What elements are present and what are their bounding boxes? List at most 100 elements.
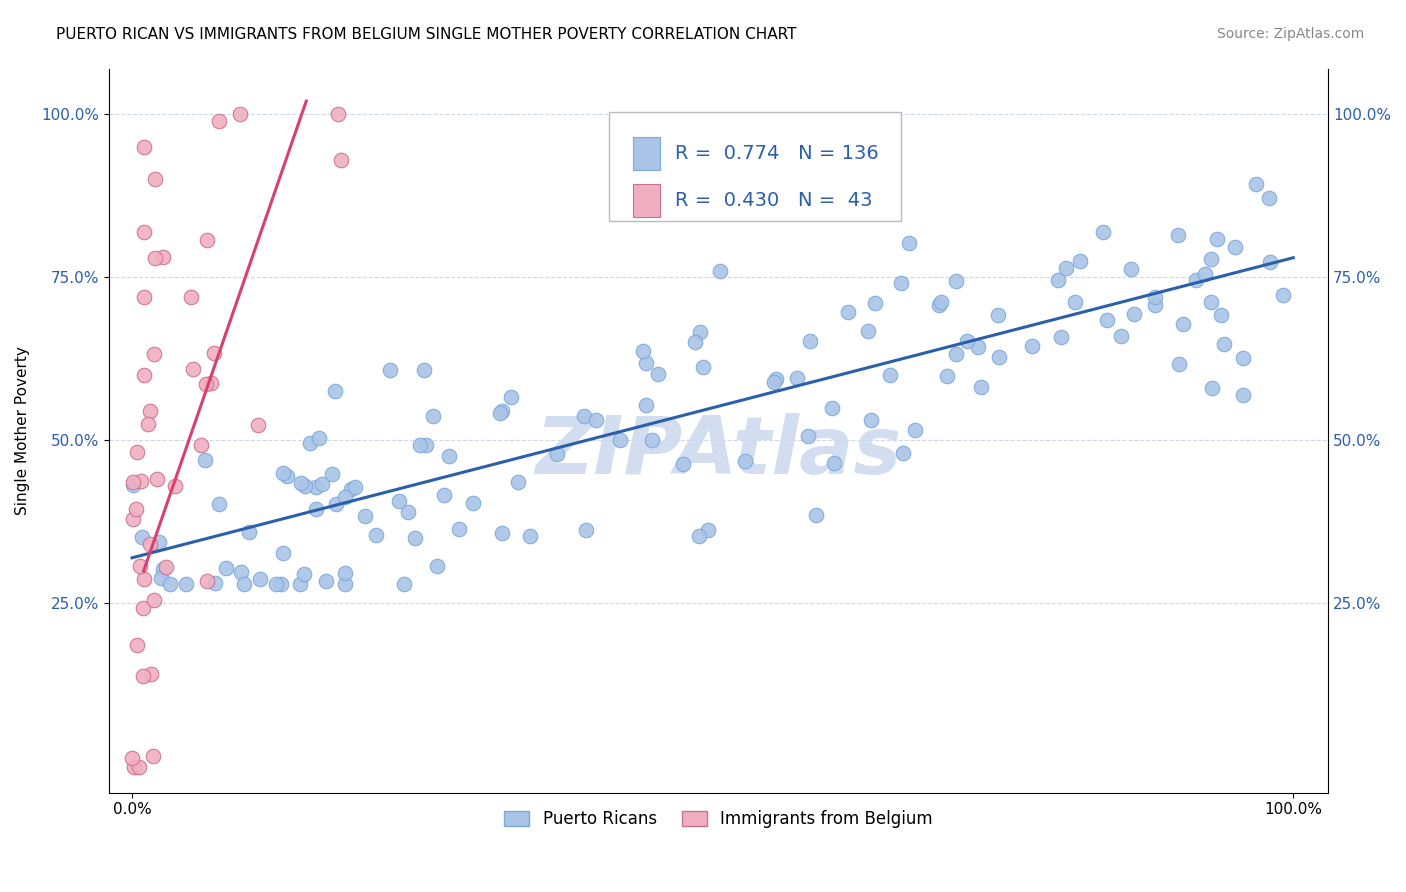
- Point: [392, 577, 415, 591]
- Point: [762, 376, 785, 390]
- Point: [508, 475, 530, 489]
- Point: [935, 369, 957, 384]
- Point: [249, 572, 271, 586]
- Point: [132, 290, 155, 304]
- Text: ZIPAtlas: ZIPAtlas: [536, 413, 901, 491]
- Text: R =  0.430   N =  43: R = 0.430 N = 43: [675, 191, 872, 211]
- Y-axis label: Single Mother Poverty: Single Mother Poverty: [15, 346, 30, 515]
- Point: [204, 575, 226, 590]
- Point: [422, 409, 444, 423]
- Point: [491, 525, 513, 540]
- Point: [125, 501, 148, 516]
- Point: [956, 334, 979, 348]
- Point: [122, 512, 145, 526]
- Point: [929, 295, 952, 310]
- Point: [634, 398, 657, 412]
- Point: [333, 490, 356, 504]
- Point: [121, 478, 143, 492]
- Point: [898, 236, 921, 251]
- Point: [640, 434, 662, 448]
- Point: [233, 577, 256, 591]
- Point: [797, 428, 820, 442]
- Point: [1054, 261, 1077, 276]
- Point: [647, 367, 669, 381]
- Point: [273, 546, 295, 560]
- Point: [1064, 295, 1087, 310]
- Point: [1201, 382, 1223, 396]
- Point: [208, 496, 231, 510]
- Point: [271, 467, 294, 481]
- Point: [315, 574, 337, 588]
- Point: [288, 577, 311, 591]
- Point: [132, 140, 155, 154]
- Point: [180, 290, 202, 304]
- Point: [804, 508, 827, 522]
- Point: [139, 537, 162, 551]
- Point: [969, 380, 991, 394]
- Point: [823, 456, 845, 470]
- Point: [125, 445, 148, 459]
- Point: [183, 361, 205, 376]
- Point: [1143, 290, 1166, 304]
- Point: [890, 276, 912, 290]
- Point: [270, 577, 292, 591]
- Point: [491, 404, 513, 418]
- Text: R =  0.774   N = 136: R = 0.774 N = 136: [675, 145, 879, 163]
- Point: [195, 574, 218, 588]
- Point: [799, 334, 821, 348]
- Point: [1209, 308, 1232, 322]
- Point: [1095, 313, 1118, 327]
- Point: [1092, 225, 1115, 239]
- Point: [1168, 357, 1191, 371]
- Point: [1199, 294, 1222, 309]
- Point: [159, 577, 181, 591]
- Point: [305, 480, 328, 494]
- Point: [146, 473, 169, 487]
- Point: [321, 467, 343, 481]
- Point: [696, 523, 718, 537]
- Point: [1225, 240, 1247, 254]
- Point: [294, 479, 316, 493]
- Point: [143, 172, 166, 186]
- Point: [820, 401, 842, 416]
- Point: [631, 344, 654, 359]
- Point: [142, 592, 165, 607]
- Point: [1199, 252, 1222, 267]
- Text: Source: ZipAtlas.com: Source: ZipAtlas.com: [1216, 27, 1364, 41]
- Point: [276, 469, 298, 483]
- Point: [163, 479, 186, 493]
- Point: [333, 566, 356, 580]
- Point: [426, 559, 449, 574]
- Point: [928, 298, 950, 312]
- Point: [305, 502, 328, 516]
- Point: [132, 368, 155, 383]
- Point: [132, 669, 155, 683]
- Point: [340, 483, 363, 497]
- Point: [143, 251, 166, 265]
- Point: [202, 346, 225, 360]
- Point: [1122, 307, 1144, 321]
- Point: [683, 334, 706, 349]
- Point: [190, 438, 212, 452]
- Point: [546, 447, 568, 461]
- Point: [152, 251, 174, 265]
- Point: [396, 505, 419, 519]
- Point: [378, 363, 401, 377]
- Point: [353, 508, 375, 523]
- Point: [1143, 298, 1166, 312]
- Point: [325, 497, 347, 511]
- Point: [765, 372, 787, 386]
- Point: [247, 418, 270, 433]
- Point: [155, 559, 177, 574]
- Point: [413, 363, 436, 377]
- Point: [121, 751, 143, 765]
- Point: [148, 535, 170, 549]
- Point: [688, 529, 710, 543]
- Point: [404, 531, 426, 545]
- Point: [1212, 336, 1234, 351]
- Point: [945, 275, 967, 289]
- Point: [333, 577, 356, 591]
- Point: [519, 528, 541, 542]
- Point: [1109, 329, 1132, 343]
- Legend: Puerto Ricans, Immigrants from Belgium: Puerto Ricans, Immigrants from Belgium: [498, 804, 939, 835]
